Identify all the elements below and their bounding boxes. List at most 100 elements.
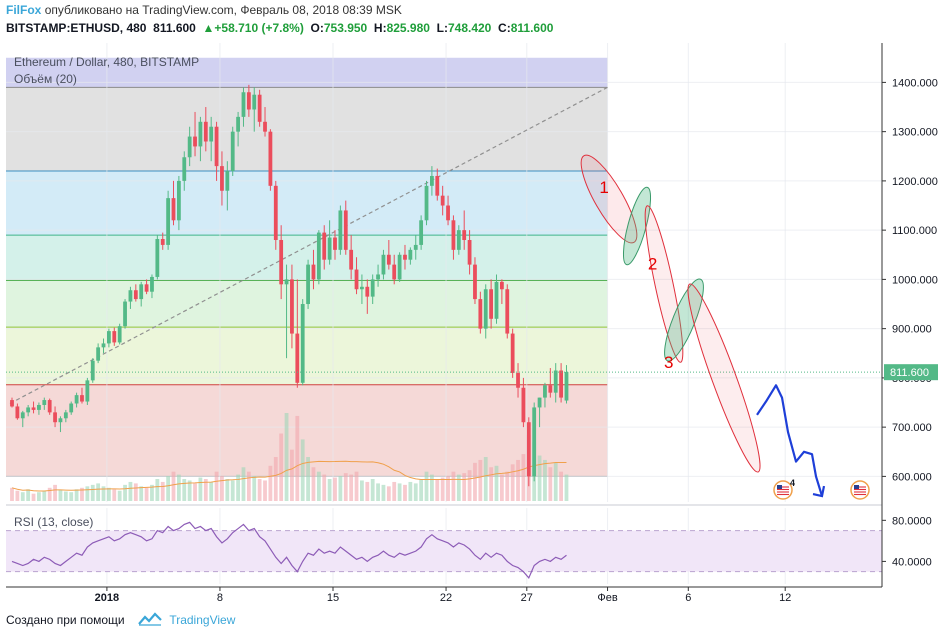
price-tick-label: 1000.000 <box>892 274 938 286</box>
volume-bar <box>107 487 111 501</box>
time-tick-label: 8 <box>217 592 223 604</box>
candle-body <box>246 92 251 110</box>
candle-body <box>31 407 36 410</box>
volume-bar <box>139 486 144 501</box>
wave-ellipse-1 <box>580 154 638 244</box>
candle-body <box>499 281 504 290</box>
candle-body <box>53 412 57 423</box>
volume-bar <box>408 481 413 501</box>
candle-body <box>63 412 68 419</box>
rsi-band-fill <box>6 530 882 572</box>
candle-body <box>494 281 499 319</box>
candle-body <box>150 276 154 292</box>
candle-body <box>478 299 483 329</box>
candle-body <box>295 333 300 383</box>
candle-body <box>47 400 52 413</box>
candle-body <box>128 290 133 302</box>
candle-body <box>241 92 246 117</box>
price-change: +58.710 (+7.8%) <box>214 21 304 35</box>
candle-body <box>220 166 224 191</box>
candle-body <box>510 333 515 373</box>
volume-bar <box>279 433 284 501</box>
volume-bar <box>20 492 25 501</box>
last-price: 811.600 <box>153 21 196 35</box>
volume-bar <box>230 480 235 501</box>
candle-body <box>252 94 257 110</box>
volume-bar <box>543 459 547 501</box>
candle-body <box>343 210 348 250</box>
low-label: L: <box>436 21 448 35</box>
volume-bar <box>193 483 197 501</box>
tradingview-logo-icon[interactable] <box>138 612 162 630</box>
candle-body <box>90 360 95 381</box>
candle-body <box>26 407 31 413</box>
candle-body <box>155 239 160 277</box>
rsi-line <box>11 521 567 579</box>
forecast-arrow <box>756 384 824 497</box>
volume-bar <box>510 464 515 501</box>
candle-body <box>365 286 370 297</box>
candle-body <box>516 372 520 388</box>
candle-body <box>430 175 434 186</box>
symbol-info-line: BITSTAMP:ETHUSD, 480 811.600 ▲+58.710 (+… <box>6 20 553 36</box>
volume-bar <box>354 471 359 501</box>
change-up-icon: ▲ <box>202 21 215 35</box>
candle-body <box>526 422 531 477</box>
volume-bar <box>553 462 558 501</box>
volume-bar <box>430 474 434 501</box>
volume-bar <box>295 415 300 501</box>
candle-body <box>69 403 74 413</box>
candle-body <box>451 220 456 250</box>
wave-ellipse-3 <box>687 283 761 473</box>
price-tick-label: 900.000 <box>892 324 932 336</box>
rsi-tick-label: 80.0000 <box>892 515 932 527</box>
volume-bar <box>69 492 74 501</box>
candle-body <box>80 395 84 402</box>
volume-bar <box>327 479 332 501</box>
volume-bar <box>338 476 343 501</box>
candle-body <box>176 180 181 221</box>
volume-bar <box>397 483 402 501</box>
candle-body <box>483 289 488 329</box>
candle-body <box>489 289 494 319</box>
volume-bar <box>10 487 14 501</box>
volume-bar <box>246 471 251 501</box>
low-value: 748.420 <box>447 21 492 35</box>
candle-body <box>230 131 235 172</box>
forecast-arrow-head <box>812 485 826 498</box>
publish-line: FilFox опубликовано на TradingView.com, … <box>6 2 402 18</box>
volume-bar <box>376 483 380 501</box>
time-tick-label: Фев <box>597 592 617 604</box>
volume-bar <box>424 471 429 501</box>
price-tick-label: 600.000 <box>892 471 932 483</box>
volume-bar <box>403 484 407 501</box>
tradingview-link[interactable]: TradingView <box>169 613 236 628</box>
volume-bar <box>333 477 337 501</box>
candle-body <box>182 157 187 181</box>
candle-body <box>386 254 391 265</box>
candle-body <box>381 254 386 275</box>
time-tick-label: 12 <box>779 592 791 604</box>
volume-bar <box>85 486 90 501</box>
volume-bar <box>306 457 310 501</box>
candle-body <box>263 121 267 132</box>
candle-body <box>564 371 569 401</box>
candle-body <box>473 264 477 300</box>
candle-body <box>193 136 197 147</box>
candle-body <box>209 126 214 142</box>
volume-bar <box>187 480 192 501</box>
candle-body <box>543 385 547 398</box>
author-name[interactable]: FilFox <box>6 3 42 17</box>
us-flag-canton <box>777 485 782 489</box>
volume-bar <box>209 481 214 501</box>
candle-body <box>225 171 230 191</box>
footer: Создано при помощи TradingView <box>6 612 235 630</box>
price-tick-label: 1100.000 <box>892 225 937 237</box>
volume-bar <box>316 471 321 501</box>
price-tick-label: 1300.000 <box>892 127 938 139</box>
volume-bar <box>80 487 84 501</box>
candle-body <box>268 131 273 186</box>
volume-bar <box>150 484 154 501</box>
wave-label: 3 <box>664 353 673 372</box>
